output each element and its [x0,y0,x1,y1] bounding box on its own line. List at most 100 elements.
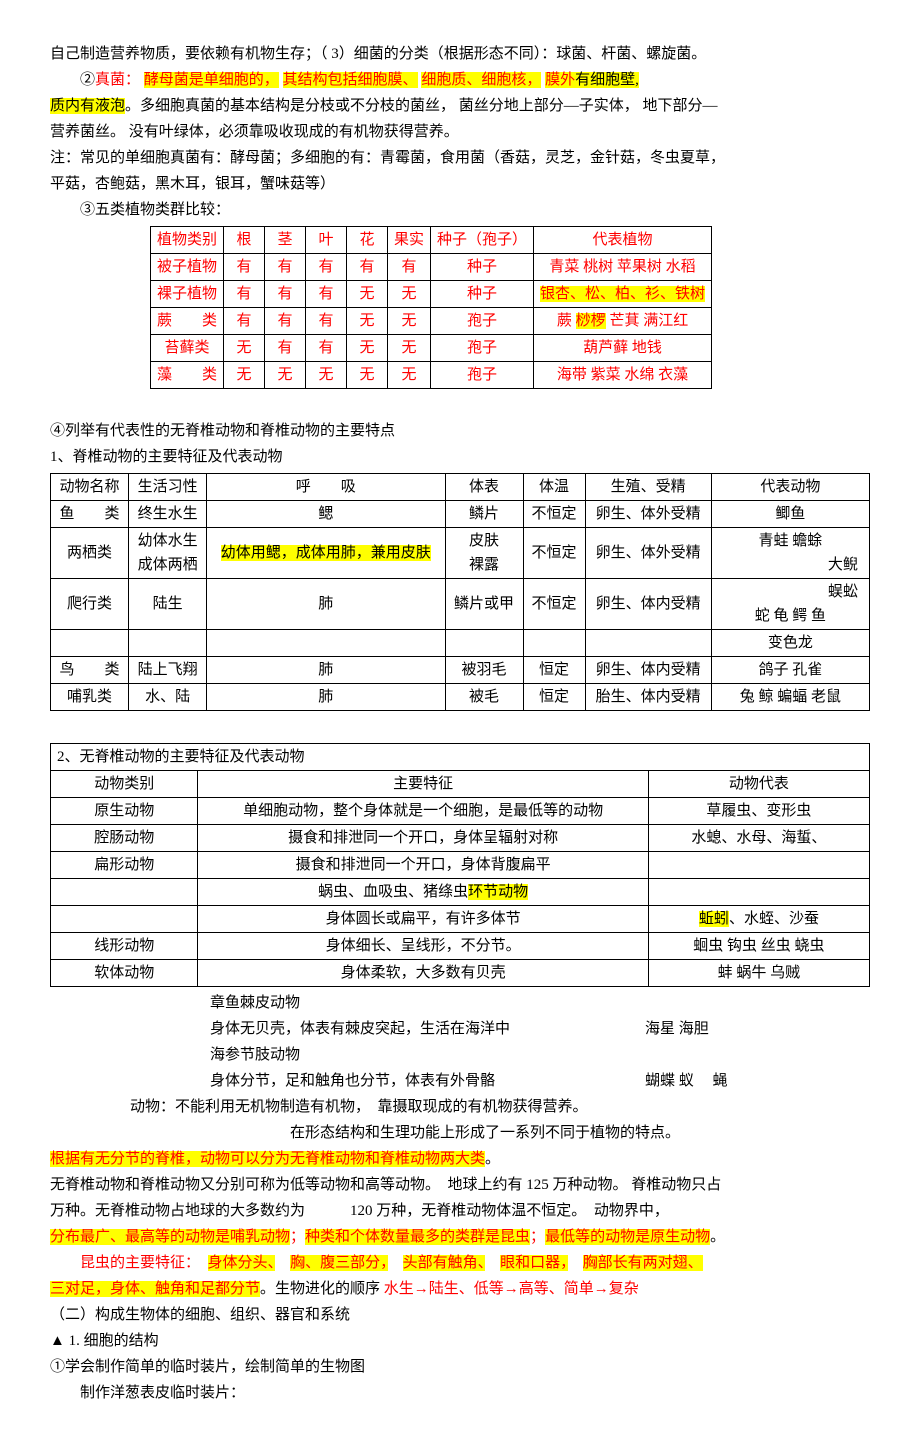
plant-intro: ③五类植物类群比较： [50,198,870,222]
invert-cell: 原生动物 [51,798,198,825]
insect-features: 昆虫的主要特征： 身体分头、 胸、腹三部分， 头部有触角、 眼和口器， 胸部长有… [50,1251,870,1275]
plant-header-cell: 茎 [265,227,306,254]
vert-header-cell: 代表动物 [711,474,869,501]
plant-cell: 被子植物 [151,254,224,281]
invert-cell [51,879,198,906]
plant-cell: 无 [347,362,388,389]
distribution: 分布最广、最高等的动物是哺乳动物；种类和个体数量最多的类群是昆虫；最低等的动物是… [50,1225,870,1249]
plant-row: 蕨 类有有有无无孢子蕨 桫椤 芒萁 满江红 [151,308,712,335]
plant-cell: 有 [388,254,431,281]
plant-cell: 有 [265,335,306,362]
invert-header-cell: 动物类别 [51,771,198,798]
plant-cell: 孢子 [431,335,534,362]
vert-row: 爬行类陆生肺鳞片或甲不恒定卵生、体内受精 蜈蚣蛇 龟 鳄 鱼 [51,579,870,630]
plant-cell: 种子 [431,281,534,308]
vert-cell: 哺乳类 [51,684,129,711]
plant-cell: 裸子植物 [151,281,224,308]
plant-header-row: 植物类别根茎叶花果实种子（孢子）代表植物 [151,227,712,254]
plant-cell: 无 [347,335,388,362]
plant-header-cell: 代表植物 [534,227,712,254]
vert-cell: 不恒定 [523,501,585,528]
onion-prep: 制作洋葱表皮临时装片： [50,1381,870,1405]
invert-cell: 身体圆长或扁平，有许多体节 [198,906,648,933]
vert-cell [523,630,585,657]
vert-header-cell: 体表 [445,474,523,501]
plant-cell: 有 [265,254,306,281]
plant-cell: 有 [265,308,306,335]
plant-cell: 孢子 [431,362,534,389]
plant-cell: 无 [306,362,347,389]
vert-cell [445,630,523,657]
vert-header-cell: 动物名称 [51,474,129,501]
invert-cell: 摄食和排泄同一个开口，身体呈辐射对称 [198,825,648,852]
animal-def-2: 在形态结构和生理功能上形成了一系列不同于植物的特点。 [290,1121,870,1145]
plant-row: 藻 类无无无无无孢子海带 紫菜 水绵 衣藻 [151,362,712,389]
invert-cell: 摄食和排泄同一个开口，身体背腹扁平 [198,852,648,879]
vert-cell: 卵生、体外受精 [585,501,711,528]
insect-features-2: 三对足，身体、触角和足都分节。生物进化的顺序 水生→陆生、低等→高等、简单→复杂 [50,1277,870,1301]
vert-cell: 两栖类 [51,528,129,579]
intro-line-1: 自己制造营养物质，要依赖有机物生存；（ 3）细菌的分类（根据形态不同）：球菌、杆… [50,42,870,66]
vert-cell: 爬行类 [51,579,129,630]
note-1: 注：常见的单细胞真菌有：酵母菌；多细胞的有：青霉菌，食用菌（香菇，灵芝，金针菇，… [50,146,870,170]
plant-cell: 有 [347,254,388,281]
plant-row: 苔藓类无有有无无孢子葫芦藓 地钱 [151,335,712,362]
plant-cell: 无 [388,362,431,389]
plant-header-cell: 果实 [388,227,431,254]
vert-intro-2: 1、脊椎动物的主要特征及代表动物 [50,445,870,469]
vert-cell: 兔 鲸 蝙蝠 老鼠 [711,684,869,711]
vert-cell: 被毛 [445,684,523,711]
vert-intro-1: ④列举有代表性的无脊椎动物和脊椎动物的主要特点 [50,419,870,443]
after-invert-line: 章鱼棘皮动物 [210,991,870,1015]
vert-cell: 蜈蚣蛇 龟 鳄 鱼 [711,579,869,630]
invert-cell: 身体柔软，大多数有贝壳 [198,960,648,987]
spine-class: 根据有无分节的脊椎，动物可以分为无脊椎动物和脊椎动物两大类。 [50,1147,870,1171]
invert-cell: 蛔虫 钩虫 丝虫 蛲虫 [648,933,869,960]
plant-cell: 无 [224,362,265,389]
animal-def: 动物：不能利用无机物制造有机物， 靠摄取现成的有机物获得营养。 [130,1095,870,1119]
invert-header-cell: 动物代表 [648,771,869,798]
vert-cell: 鸽子 孔雀 [711,657,869,684]
vert-cell [51,630,129,657]
vert-header-cell: 生活习性 [129,474,207,501]
plant-header-cell: 植物类别 [151,227,224,254]
plant-cell: 无 [347,281,388,308]
invert-cell: 线形动物 [51,933,198,960]
invert-row: 软体动物身体柔软，大多数有贝壳蚌 蜗牛 乌贼 [51,960,870,987]
invert-cell: 腔肠动物 [51,825,198,852]
plant-rep-cell: 青菜 桃树 苹果树 水稻 [534,254,712,281]
invert-row: 原生动物单细胞动物，整个身体就是一个细胞，是最低等的动物草履虫、变形虫 [51,798,870,825]
invert-row: 扁形动物摄食和排泄同一个开口，身体背腹扁平 [51,852,870,879]
plant-cell: 有 [224,254,265,281]
invert-cell [51,906,198,933]
plant-cell: 无 [388,335,431,362]
vert-cell: 卵生、体内受精 [585,579,711,630]
plant-cell: 孢子 [431,308,534,335]
invert-cell: 草履虫、变形虫 [648,798,869,825]
invert-header-row: 动物类别主要特征动物代表 [51,771,870,798]
vert-row: 两栖类幼体水生成体两栖幼体用鳃，成体用肺，兼用皮肤皮肤裸露不恒定卵生、体外受精青… [51,528,870,579]
plant-header-cell: 花 [347,227,388,254]
plant-header-cell: 根 [224,227,265,254]
plant-rep-cell: 蕨 桫椤 芒萁 满江红 [534,308,712,335]
invert-cell: 软体动物 [51,960,198,987]
plant-cell: 有 [265,281,306,308]
plant-cell: 无 [224,335,265,362]
intro-line-3: 质内有液泡。多细胞真菌的基本结构是分枝或不分枝的菌丝， 菌丝分地上部分—子实体，… [50,94,870,118]
invert-cell: 身体细长、呈线形，不分节。 [198,933,648,960]
vert-cell: 鳞片或甲 [445,579,523,630]
plant-header-cell: 叶 [306,227,347,254]
vert-cell: 肺 [207,684,445,711]
vert-row: 哺乳类水、陆肺被毛恒定胎生、体内受精兔 鲸 蝙蝠 老鼠 [51,684,870,711]
plant-cell: 种子 [431,254,534,281]
plant-table: 植物类别根茎叶花果实种子（孢子）代表植物 被子植物有有有有有种子青菜 桃树 苹果… [150,226,712,389]
invert-cell: 蚯蚓、水蛭、沙蚕 [648,906,869,933]
after-invert-line: 身体无贝壳，体表有棘皮突起，生活在海洋中 海星 海胆 [210,1017,870,1041]
vert-cell: 鳞片 [445,501,523,528]
vert-cell [129,630,207,657]
vert-cell: 胎生、体内受精 [585,684,711,711]
invert-cell: 蚌 蜗牛 乌贼 [648,960,869,987]
intro-line-2: ②真菌： 酵母菌是单细胞的， 其结构包括细胞膜、 细胞质、细胞核， 膜外有细胞壁… [50,68,870,92]
intro-line-4: 营养菌丝。 没有叶绿体，必须靠吸收现成的有机物获得营养。 [50,120,870,144]
vert-cell: 水、陆 [129,684,207,711]
